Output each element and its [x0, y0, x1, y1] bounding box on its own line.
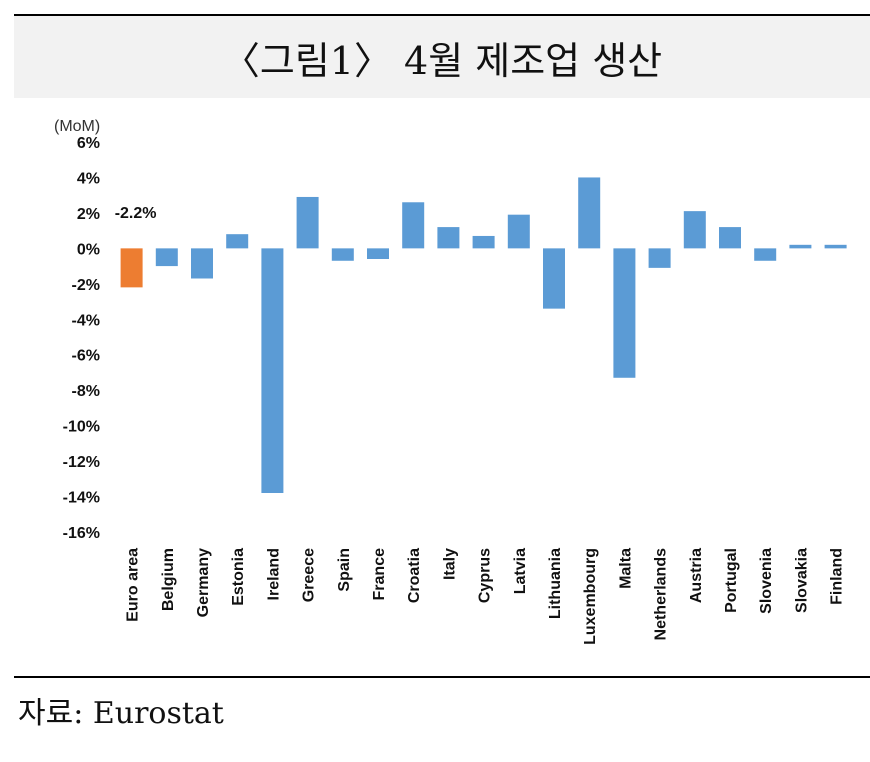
chart-title: 〈그림1〉 4월 제조업 생산	[221, 38, 663, 83]
bar-belgium	[155, 248, 178, 267]
y-tick-label: 0%	[77, 241, 100, 258]
y-tick-label: -2%	[72, 277, 100, 294]
category-label: Austria	[688, 548, 705, 603]
bar-latvia	[507, 214, 530, 249]
y-tick-label: 2%	[77, 206, 100, 223]
bar-france	[367, 248, 389, 259]
bar-spain	[331, 248, 354, 261]
bar-slovenia	[754, 248, 777, 261]
unit-label: (MoM)	[54, 118, 100, 135]
category-label: Lithuania	[547, 548, 564, 619]
bar-slovakia	[789, 244, 812, 249]
bar-estonia	[226, 234, 249, 249]
category-label: Cyprus	[477, 548, 494, 603]
y-tick-label: 6%	[77, 135, 100, 152]
category-label: France	[371, 548, 388, 601]
y-tick-label: -12%	[63, 454, 100, 471]
category-label: Slovenia	[758, 548, 775, 614]
bar-italy	[437, 227, 460, 249]
category-label: Belgium	[160, 548, 177, 611]
bottom-rule	[14, 676, 870, 678]
annotation-label: -2.2%	[115, 205, 157, 222]
bar-cyprus	[472, 235, 495, 249]
bar-ireland	[261, 248, 284, 493]
category-label: Germany	[195, 548, 212, 617]
chart-area: (MoM) 6% 4% 2% 0% -2% -4% -6% -8% -10% -12% -14% -16…	[0, 98, 870, 676]
top-rule	[14, 14, 870, 16]
bar-lithuania	[543, 248, 565, 309]
bar-germany	[191, 248, 213, 279]
category-label: Malta	[617, 548, 634, 589]
category-label: Slovakia	[793, 548, 810, 613]
title-bar: 〈그림1〉 4월 제조업 생산	[14, 16, 870, 98]
y-tick-label: -14%	[63, 490, 100, 507]
category-label: Portugal	[723, 548, 740, 613]
bar-austria	[683, 211, 706, 249]
category-label: Croatia	[406, 548, 423, 603]
category-label: Luxembourg	[582, 548, 599, 645]
y-tick-label: -16%	[63, 525, 100, 542]
bar-euro-area	[120, 248, 143, 288]
bar-portugal	[719, 227, 741, 249]
category-label: Spain	[336, 548, 353, 592]
category-label: Ireland	[265, 548, 282, 600]
category-label: Finland	[829, 548, 846, 605]
category-label: Latvia	[512, 548, 529, 594]
category-label: Netherlands	[653, 548, 670, 641]
y-tick-label: -10%	[63, 419, 100, 436]
y-tick-label: -8%	[72, 383, 100, 400]
bar-chart: (MoM)6% 4% 2% 0% -2% -4% -6% -8% -10% -12% -14% -16…	[54, 118, 847, 645]
y-tick-label: -6%	[72, 348, 100, 365]
bar-finland	[824, 244, 847, 249]
bar-luxembourg	[578, 177, 601, 249]
category-label: Estonia	[230, 548, 247, 606]
y-tick-label: -4%	[72, 312, 100, 329]
bar-greece	[296, 196, 319, 249]
bar-croatia	[402, 202, 425, 249]
bar-netherlands	[648, 248, 671, 268]
y-tick-label: 4%	[77, 170, 100, 187]
bar-malta	[613, 248, 636, 378]
category-label: Greece	[301, 548, 318, 602]
category-label: Italy	[441, 548, 458, 580]
source-note: 자료: Eurostat	[18, 696, 224, 731]
category-label: Euro area	[125, 548, 142, 622]
